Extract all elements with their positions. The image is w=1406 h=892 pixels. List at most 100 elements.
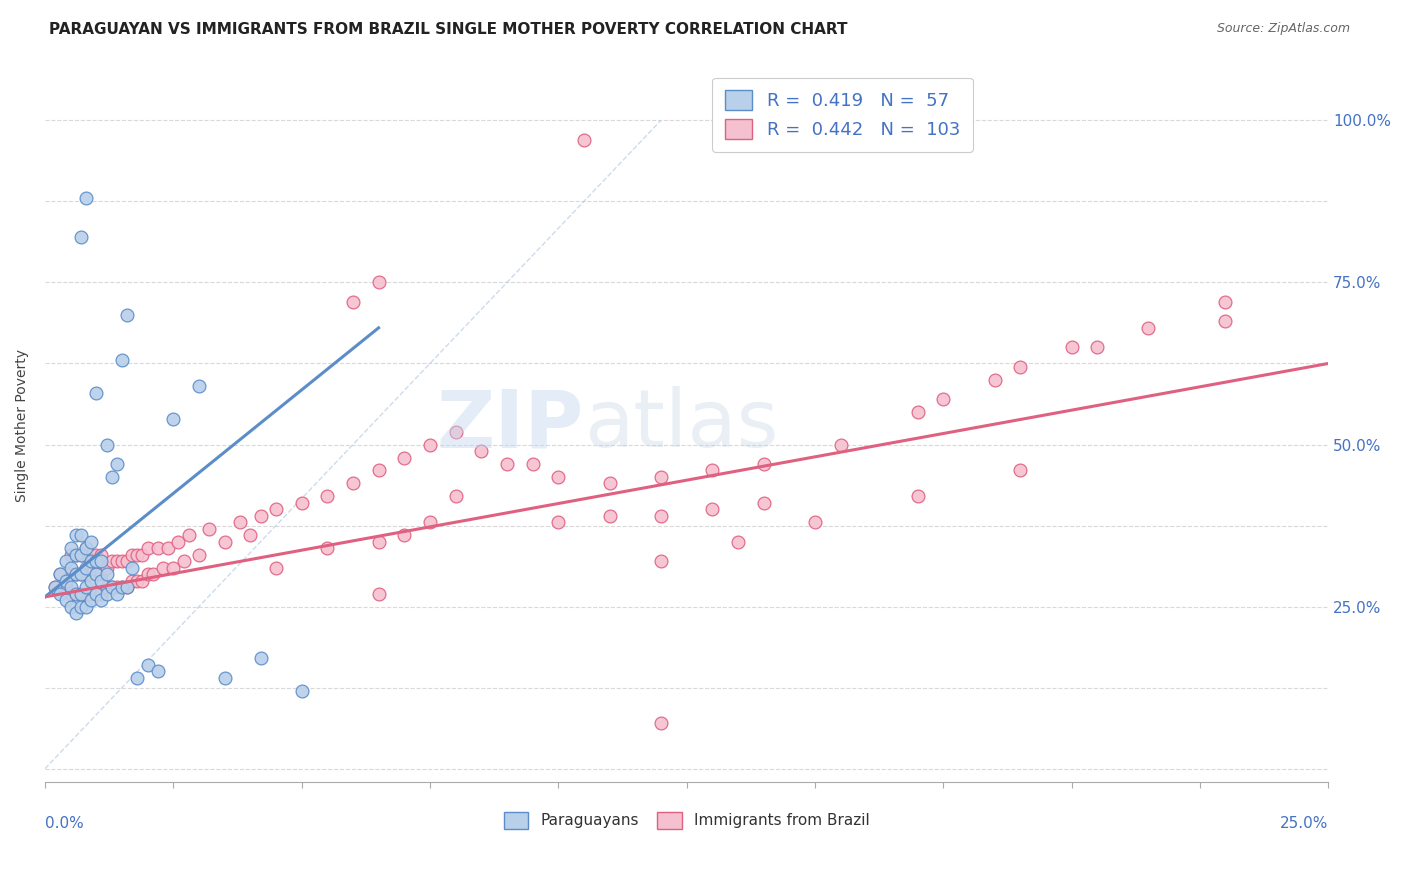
Text: 0.0%: 0.0% [45, 816, 84, 831]
Point [115, 580, 138, 594]
Point [55, 554, 77, 568]
Text: ZIP: ZIP [437, 386, 583, 464]
Point [75, 560, 97, 574]
Point [121, 560, 143, 574]
Point [55, 593, 77, 607]
Point [70, 567, 93, 582]
Point [75, 599, 97, 614]
Point [316, 490, 339, 504]
Point [394, 528, 416, 542]
Point [44, 580, 66, 594]
Point [650, 470, 672, 484]
Point [75, 541, 97, 556]
Point [599, 508, 621, 523]
Point [342, 294, 364, 309]
Point [70, 230, 93, 244]
Point [111, 353, 134, 368]
Point [599, 476, 621, 491]
Point [49, 567, 72, 582]
Point [59, 567, 82, 582]
Point [96, 567, 118, 582]
Point [702, 502, 724, 516]
Point [84, 548, 107, 562]
Point [572, 133, 595, 147]
Point [1137, 321, 1160, 335]
Point [547, 470, 569, 484]
Point [1060, 340, 1083, 354]
Point [157, 541, 180, 556]
Legend: Paraguayans, Immigrants from Brazil: Paraguayans, Immigrants from Brazil [498, 805, 876, 835]
Point [96, 437, 118, 451]
Point [239, 528, 262, 542]
Point [65, 587, 87, 601]
Point [84, 385, 107, 400]
Point [367, 534, 389, 549]
Point [214, 671, 236, 685]
Point [752, 457, 775, 471]
Point [70, 528, 93, 542]
Point [80, 548, 103, 562]
Point [96, 587, 118, 601]
Point [146, 541, 169, 556]
Point [111, 554, 134, 568]
Point [188, 548, 211, 562]
Point [70, 548, 93, 562]
Point [55, 580, 77, 594]
Point [127, 574, 149, 588]
Point [115, 554, 138, 568]
Point [70, 587, 93, 601]
Point [65, 587, 87, 601]
Point [84, 567, 107, 582]
Point [80, 534, 103, 549]
Point [136, 567, 159, 582]
Point [80, 554, 103, 568]
Point [105, 554, 128, 568]
Point [59, 599, 82, 614]
Point [167, 534, 190, 549]
Point [367, 276, 389, 290]
Point [80, 574, 103, 588]
Point [100, 554, 122, 568]
Point [90, 593, 112, 607]
Point [84, 567, 107, 582]
Point [111, 580, 134, 594]
Point [80, 587, 103, 601]
Point [907, 490, 929, 504]
Point [316, 541, 339, 556]
Point [229, 516, 252, 530]
Point [367, 587, 389, 601]
Point [650, 554, 672, 568]
Point [177, 528, 200, 542]
Point [90, 567, 112, 582]
Point [121, 548, 143, 562]
Point [115, 580, 138, 594]
Point [1010, 463, 1032, 477]
Point [75, 587, 97, 601]
Y-axis label: Single Mother Poverty: Single Mother Poverty [15, 349, 30, 501]
Point [702, 463, 724, 477]
Text: PARAGUAYAN VS IMMIGRANTS FROM BRAZIL SINGLE MOTHER POVERTY CORRELATION CHART: PARAGUAYAN VS IMMIGRANTS FROM BRAZIL SIN… [49, 22, 848, 37]
Point [162, 411, 184, 425]
Point [75, 567, 97, 582]
Point [1010, 359, 1032, 374]
Point [136, 657, 159, 672]
Point [152, 560, 174, 574]
Point [249, 508, 271, 523]
Point [214, 534, 236, 549]
Point [650, 508, 672, 523]
Point [90, 548, 112, 562]
Point [59, 541, 82, 556]
Point [59, 580, 82, 594]
Point [65, 548, 87, 562]
Point [100, 580, 122, 594]
Point [55, 574, 77, 588]
Point [105, 457, 128, 471]
Point [44, 580, 66, 594]
Point [127, 548, 149, 562]
Point [84, 587, 107, 601]
Point [162, 560, 184, 574]
Text: atlas: atlas [583, 386, 779, 464]
Point [131, 574, 153, 588]
Point [100, 470, 122, 484]
Point [70, 567, 93, 582]
